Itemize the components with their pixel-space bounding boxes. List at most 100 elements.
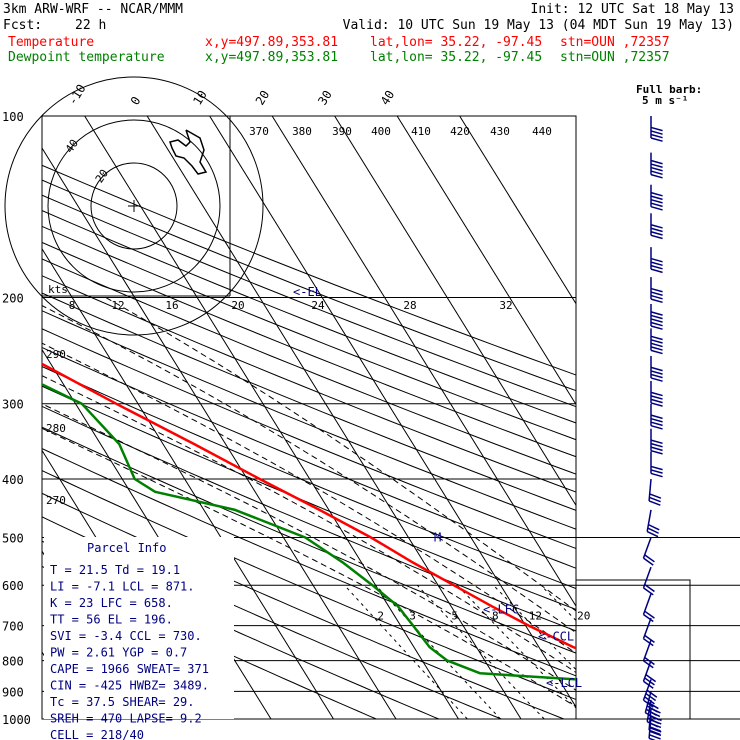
dewpoint-legend: Dewpoint temperature: [8, 50, 165, 65]
wind-barb-staff: [642, 566, 652, 589]
temperature-tick-label: 20: [253, 88, 273, 108]
mixing-ratio-label: 3: [409, 610, 416, 623]
pressure-tick-label: 600: [2, 579, 24, 593]
mixing-ratio-line: [493, 584, 576, 671]
hodograph-trace: [169, 129, 208, 175]
wind-barb-flag: [643, 613, 654, 623]
wind-barb-flag: [644, 610, 655, 619]
wind-barb-staff: [642, 537, 652, 559]
wind-barb-flag: [650, 227, 663, 233]
wind-barb-flag: [650, 321, 663, 327]
wind-barb-flag: [650, 349, 663, 355]
theta-label: 380: [292, 125, 312, 138]
wind-barb-flag: [650, 439, 663, 445]
wind-barb-flag: [649, 726, 661, 732]
wind-barb-flag: [650, 465, 663, 471]
wind-barb-staff: [642, 679, 652, 701]
wind-barb-flag: [650, 715, 662, 722]
sounding-annotation: M: [434, 530, 441, 544]
wind-barb-flag: [648, 500, 661, 506]
hodograph-ring: [90, 162, 178, 250]
wind-barb-flag: [650, 417, 663, 423]
wind-barb-flag: [648, 729, 661, 736]
theta-label: 430: [490, 125, 510, 138]
wind-barb: [642, 537, 655, 566]
wind-barb: [650, 355, 663, 382]
isotherm-line: [334, 116, 576, 507]
wind-barb-flag: [649, 496, 661, 503]
wind-barb-flag: [650, 314, 663, 320]
isotherm-line: [84, 116, 459, 719]
pressure-tick-label: 300: [2, 398, 24, 412]
sounding-annotation: <-LCL: [546, 676, 582, 690]
theta-label: 370: [249, 125, 269, 138]
wind-barb-flag: [650, 446, 663, 452]
sounding-annotation: <-CCL: [538, 630, 574, 644]
wind-barb-flag: [650, 472, 663, 478]
parcel-info-row: CELL = 218/40: [50, 728, 144, 740]
isotherm-line: [396, 116, 576, 406]
wind-barb-flag: [650, 137, 663, 142]
temperature-tick-label: 10: [190, 88, 210, 108]
pressure-tick-label: 800: [2, 655, 24, 669]
mixing-ratio-line: [344, 584, 468, 719]
sounding-annotation: <-EL: [293, 285, 322, 299]
moist-adiabat-line: [42, 427, 576, 708]
wind-barb-flag: [650, 268, 663, 274]
dry-adiabat-line: [42, 346, 576, 569]
hodograph-ring-label: 40: [63, 137, 81, 155]
wind-barb-flag: [650, 373, 663, 379]
wind-barb-flag: [650, 191, 663, 197]
forecast-hour: 22 h: [75, 18, 107, 33]
wind-barb: [642, 639, 655, 669]
wind-barb-flag: [650, 195, 663, 201]
dry-adiabat-line: [42, 385, 576, 610]
wind-barb-flag: [650, 421, 663, 427]
wind-barb-flag: [650, 391, 663, 397]
pressure-tick-label: 100: [2, 110, 24, 124]
hodograph-speed-label: 8: [69, 299, 76, 312]
isotherm-line: [209, 116, 576, 708]
isotherm-line: [42, 147, 397, 719]
sounding-annotation: <-LFC: [483, 602, 519, 616]
wind-barb-flag: [644, 696, 655, 705]
wind-barb-flag: [645, 674, 657, 683]
dry-adiabat-line: [42, 179, 576, 392]
wind-barb-flag: [646, 689, 658, 698]
wind-barb-flag: [650, 377, 663, 382]
wind-barb: [650, 116, 663, 142]
wind-barb-flag: [650, 318, 663, 323]
wind-barb-flag: [644, 583, 655, 593]
parcel-info-box: [44, 537, 234, 719]
theta-label: 390: [332, 125, 352, 138]
wind-barb-flag: [650, 402, 663, 407]
wind-barb-flag: [650, 339, 663, 344]
wind-barb-flag: [650, 202, 663, 208]
pressure-tick-label: 200: [2, 292, 24, 306]
wind-barb-flag: [650, 414, 663, 420]
wind-barb-flag: [643, 587, 654, 596]
theta-label: 270: [46, 494, 66, 507]
wind-barb: [650, 277, 663, 304]
pressure-tick-label: 700: [2, 620, 24, 634]
wind-barb-staff: [644, 691, 652, 713]
temperature-tick-label: -10: [65, 82, 88, 108]
wind-barb: [650, 428, 663, 455]
wind-barb: [650, 328, 663, 355]
dry-adiabat-line: [42, 292, 576, 511]
wind-barb: [648, 478, 662, 506]
wind-barb: [642, 593, 655, 623]
mixing-ratio-label: 2: [377, 610, 384, 623]
dewpoint-profile: [42, 383, 576, 681]
pressure-tick-label: 1000: [2, 713, 31, 727]
wind-barb: [650, 303, 663, 330]
wind-barb-flag: [643, 638, 654, 647]
wind-barb-flag: [650, 166, 663, 172]
wind-barb-flag: [650, 234, 663, 240]
wind-barb-flag: [644, 656, 655, 666]
wind-barb-flag: [650, 335, 663, 341]
dry-adiabat-line: [42, 310, 576, 530]
wind-barb-flag: [648, 523, 660, 531]
dry-adiabat-line: [42, 225, 576, 441]
hodograph-ring: [4, 76, 264, 336]
